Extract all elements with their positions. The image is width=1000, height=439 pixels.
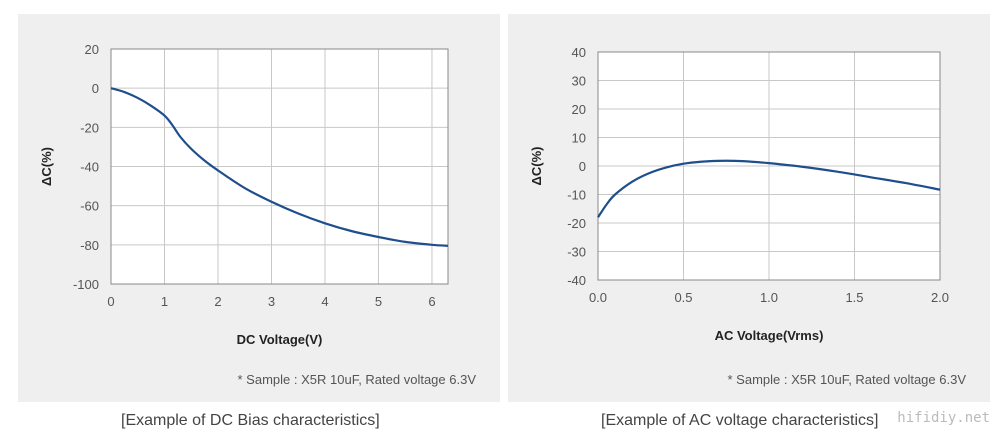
ac-y-tick-label: -20 bbox=[567, 216, 586, 231]
dc-bias-chart: 0 1 2 3 4 5 6 20 0 -20 -40 -60 -80 -100 DC Voltage(V) Δ… bbox=[39, 42, 449, 347]
ac-y-axis-title: ΔC(%) bbox=[529, 147, 544, 186]
dc-y-tick-label: -100 bbox=[73, 277, 99, 292]
dc-y-tick-label: -60 bbox=[80, 199, 99, 214]
dc-bias-chart-panel: 0 1 2 3 4 5 6 20 0 -20 -40 -60 -80 -100 DC Voltage(V) Δ… bbox=[18, 14, 500, 402]
ac-x-tick-label: 1.5 bbox=[845, 290, 863, 305]
dc-plot-frame bbox=[110, 48, 449, 285]
ac-y-tick-label: -10 bbox=[567, 188, 586, 203]
ac-x-tick-label: 0.5 bbox=[674, 290, 692, 305]
ac-y-tick-label: 10 bbox=[572, 131, 586, 146]
ac-y-tick-label: 40 bbox=[572, 45, 586, 60]
dc-y-axis-title: ΔC(%) bbox=[39, 147, 54, 186]
ac-x-tick-label: 2.0 bbox=[931, 290, 949, 305]
dc-x-tick-label: 1 bbox=[161, 294, 168, 309]
ac-y-tick-label: -40 bbox=[567, 273, 586, 288]
ac-y-tick-label: 30 bbox=[572, 74, 586, 89]
dc-x-tick-label: 0 bbox=[107, 294, 114, 309]
dc-y-tick-label: 0 bbox=[92, 81, 99, 96]
dc-bias-caption: [Example of DC Bias characteristics] bbox=[121, 412, 380, 429]
watermark: hifidiy.net bbox=[897, 410, 990, 426]
ac-x-tick-label: 0.0 bbox=[589, 290, 607, 305]
ac-series-line bbox=[597, 159, 941, 218]
dc-x-tick-label: 3 bbox=[268, 294, 275, 309]
dc-x-tick-label: 6 bbox=[428, 294, 435, 309]
ac-y-tick-label: 20 bbox=[572, 102, 586, 117]
ac-voltage-chart-panel: 0.0 0.5 1.0 1.5 2.0 40 30 20 10 0 -10 -20 -30 -40 AC V… bbox=[508, 14, 990, 402]
ac-voltage-chart: 0.0 0.5 1.0 1.5 2.0 40 30 20 10 0 -10 -20 -30 -40 AC V… bbox=[529, 45, 949, 343]
ac-y-tick-label: 0 bbox=[579, 159, 586, 174]
dc-x-tick-label: 5 bbox=[375, 294, 382, 309]
dc-series-line bbox=[110, 87, 449, 247]
dc-x-axis-title: DC Voltage(V) bbox=[237, 332, 323, 347]
ac-plot-frame bbox=[597, 51, 941, 281]
dc-y-tick-label: 20 bbox=[85, 42, 99, 57]
dc-y-tick-label: -20 bbox=[80, 120, 99, 135]
dc-x-tick-label: 4 bbox=[321, 294, 328, 309]
ac-x-axis-title: AC Voltage(Vrms) bbox=[715, 328, 824, 343]
ac-voltage-sample-note: * Sample : X5R 10uF, Rated voltage 6.3V bbox=[727, 372, 966, 387]
dc-y-tick-label: -80 bbox=[80, 238, 99, 253]
dc-bias-sample-note: * Sample : X5R 10uF, Rated voltage 6.3V bbox=[237, 372, 476, 387]
dc-y-tick-label: -40 bbox=[80, 160, 99, 175]
dc-x-tick-label: 2 bbox=[214, 294, 221, 309]
ac-y-tick-label: -30 bbox=[567, 245, 586, 260]
ac-voltage-caption: [Example of AC voltage characteristics] bbox=[601, 412, 879, 429]
ac-x-tick-label: 1.0 bbox=[760, 290, 778, 305]
